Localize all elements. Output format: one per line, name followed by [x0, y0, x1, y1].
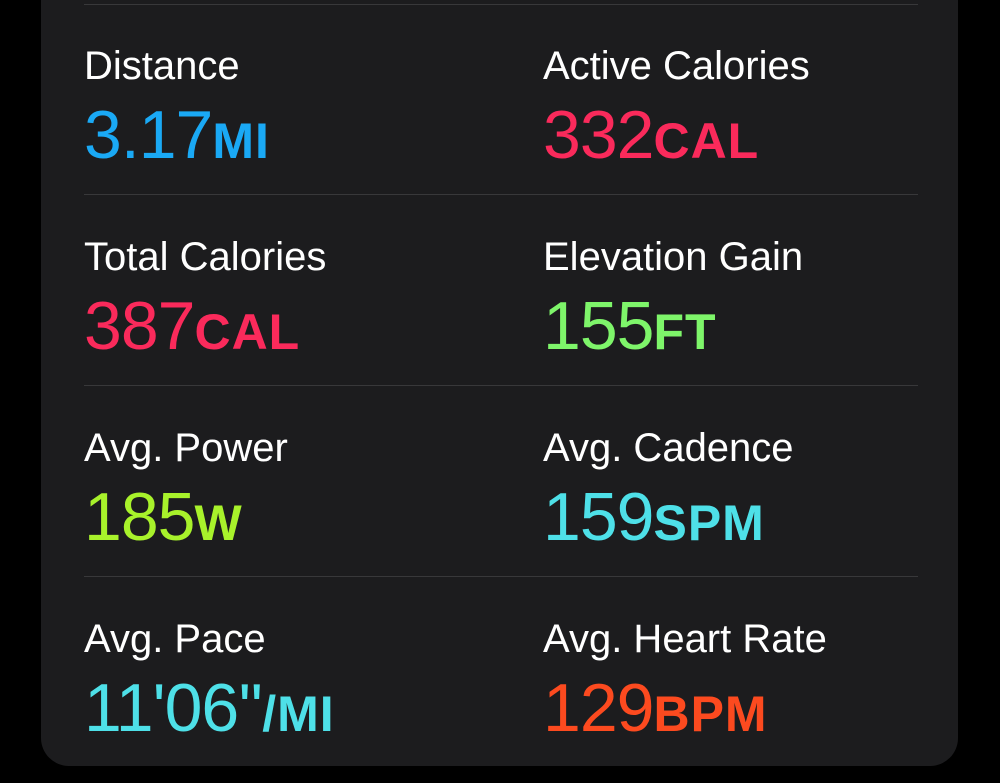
metric-avg-pace: Avg. Pace 11'06''/MI: [84, 578, 504, 768]
metrics-row: Total Calories 387CAL Elevation Gain 155…: [84, 196, 918, 386]
metrics-row: Distance 3.17MI Active Calories 332CAL: [84, 5, 918, 195]
divider: [84, 194, 918, 195]
metric-number: 3.17: [84, 97, 213, 173]
divider: [84, 576, 918, 577]
metric-number: 155: [543, 288, 654, 364]
metric-number: 159: [543, 479, 654, 555]
metric-label: Active Calories: [543, 44, 810, 88]
metrics-row: Avg. Pace 11'06''/MI Avg. Heart Rate 129…: [84, 578, 918, 768]
metric-value: 332CAL: [543, 95, 759, 194]
divider: [84, 385, 918, 386]
workout-summary-card: [41, 0, 958, 766]
metric-unit: MI: [212, 113, 270, 169]
metric-unit: CAL: [194, 304, 301, 360]
metric-number: 129: [543, 670, 654, 746]
metric-unit: /MI: [262, 686, 335, 742]
metric-value: 11'06''/MI: [84, 668, 335, 767]
metric-label: Elevation Gain: [543, 235, 804, 279]
metric-value: 129BPM: [543, 668, 768, 767]
metric-number: 185: [84, 479, 195, 555]
divider: [84, 4, 918, 5]
metric-label: Distance: [84, 44, 240, 88]
metric-unit: BPM: [653, 686, 768, 742]
metric-elevation-gain: Elevation Gain 155FT: [543, 196, 963, 386]
metric-unit: SPM: [653, 495, 765, 551]
metric-value: 155FT: [543, 286, 717, 385]
metrics-row: Avg. Power 185W Avg. Cadence 159SPM: [84, 387, 918, 577]
metric-avg-power: Avg. Power 185W: [84, 387, 504, 577]
metric-unit: W: [194, 495, 243, 551]
metric-number: 11'06'': [84, 670, 263, 746]
metric-label: Total Calories: [84, 235, 327, 279]
metric-number: 387: [84, 288, 195, 364]
metric-value: 159SPM: [543, 477, 765, 576]
metric-number: 332: [543, 97, 654, 173]
metric-unit: CAL: [653, 113, 760, 169]
metric-distance: Distance 3.17MI: [84, 5, 504, 195]
metric-avg-cadence: Avg. Cadence 159SPM: [543, 387, 963, 577]
metric-value: 185W: [84, 477, 243, 576]
metric-value: 3.17MI: [84, 95, 270, 194]
metric-label: Avg. Pace: [84, 617, 266, 661]
metric-active-calories: Active Calories 332CAL: [543, 5, 963, 195]
metric-label: Avg. Cadence: [543, 426, 794, 470]
metric-avg-heart-rate: Avg. Heart Rate 129BPM: [543, 578, 963, 768]
metric-label: Avg. Power: [84, 426, 288, 470]
metric-unit: FT: [653, 304, 717, 360]
metric-label: Avg. Heart Rate: [543, 617, 827, 661]
metric-total-calories: Total Calories 387CAL: [84, 196, 504, 386]
metric-value: 387CAL: [84, 286, 300, 385]
